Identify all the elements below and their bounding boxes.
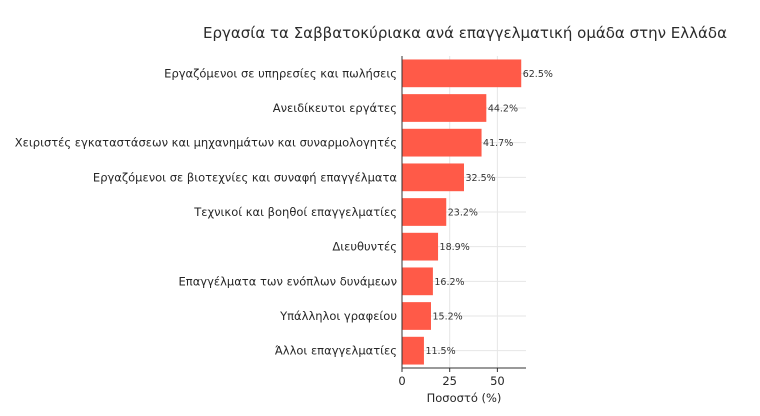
bars <box>402 59 522 365</box>
value-label: 23.2% <box>448 208 478 219</box>
bar <box>402 128 482 157</box>
value-label: 16.2% <box>434 277 464 288</box>
value-labels: 62.5% 44.2% 41.7% 32.5% 23.2% 18.9% 16.2% 15.2%… <box>425 69 552 357</box>
bar <box>402 94 487 122</box>
value-label: 11.5% <box>425 346 455 357</box>
bar <box>402 267 433 296</box>
value-label: 41.7% <box>483 138 513 149</box>
x-tick-label: 25 <box>442 374 457 388</box>
chart-title: Εργασία τα Σαββατοκύριακα ανά επαγγελματ… <box>203 24 727 42</box>
category-label: Διευθυντές <box>332 240 397 254</box>
value-label: 18.9% <box>440 242 470 253</box>
category-label: Εργαζόμενοι σε βιοτεχνίες και συναφή επα… <box>93 170 397 184</box>
value-label: 44.2% <box>488 104 518 115</box>
value-label: 15.2% <box>432 312 462 323</box>
category-label: Επαγγέλματα των ενόπλων δυνάμεων <box>179 274 398 288</box>
bar <box>402 59 522 88</box>
category-label: Χειριστές εγκαταστάσεων και μηχανημάτων … <box>15 136 397 150</box>
category-label: Υπάλληλοι γραφείου <box>279 309 397 323</box>
value-label: 32.5% <box>466 173 496 184</box>
x-tick-label: 50 <box>490 374 505 388</box>
x-tick-label: 0 <box>398 374 405 388</box>
bar <box>402 232 439 261</box>
bar <box>402 302 431 330</box>
category-labels: Εργαζόμενοι σε υπηρεσίες και πωλήσεις Ανε… <box>15 66 398 357</box>
value-label: 62.5% <box>523 69 553 80</box>
category-label: Άλλοι επαγγελματίες <box>275 344 397 358</box>
category-label: Ανειδίκευτοι εργάτες <box>273 101 397 115</box>
bar <box>402 163 464 192</box>
bar <box>402 336 424 365</box>
x-ticks: 0 25 50 <box>398 368 505 388</box>
category-label: Τεχνικοί και βοηθοί επαγγελματίες <box>193 205 397 219</box>
x-axis-title: Ποσοστό (%) <box>427 391 502 405</box>
bar <box>402 198 447 226</box>
category-label: Εργαζόμενοι σε υπηρεσίες και πωλήσεις <box>164 66 397 80</box>
